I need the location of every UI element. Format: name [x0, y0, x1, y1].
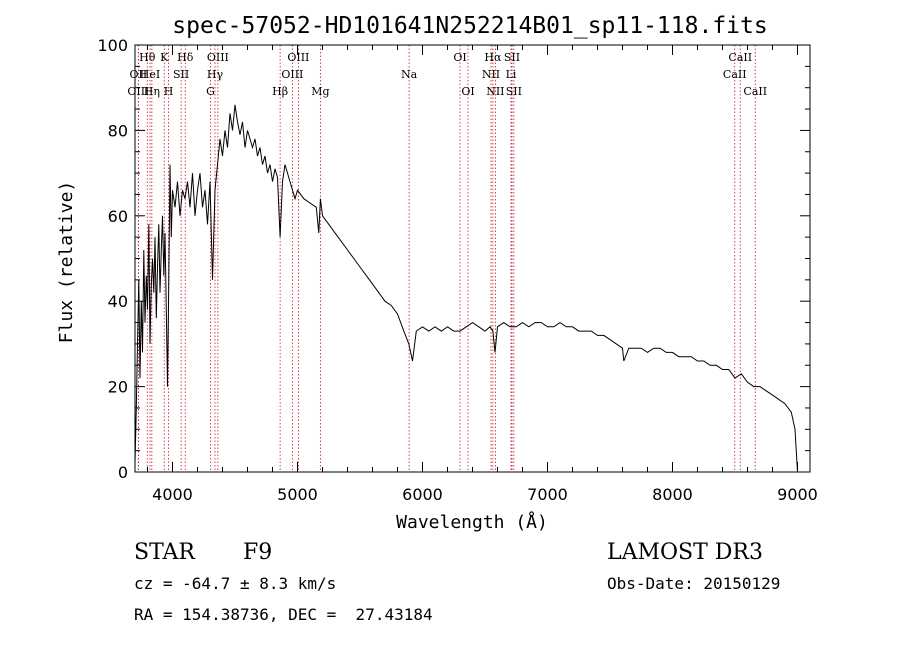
x-axis-label: Wavelength (Å) [396, 511, 548, 533]
y-tick-label: 100 [97, 36, 128, 55]
spectral-line-label: SII [506, 85, 522, 98]
coordinates-readout: RA = 154.38736, DEC = 27.43184 [134, 605, 433, 624]
spectral-line-label: Hδ [177, 51, 194, 64]
spectral-line-label: HeI [140, 68, 160, 81]
spectrum-chart: spec-57052-HD101641N252214B01_sp11-118.f… [56, 13, 818, 533]
spectral-line-label: Na [401, 68, 418, 81]
x-axis-ticks: 4000 5000 6000 7000 8000 9000 [147, 45, 818, 504]
spectral-line-markers [137, 45, 756, 472]
spectral-line-label: NII [482, 68, 500, 81]
spectral-line-label: Mg [311, 85, 329, 98]
spectral-line-label: OI [461, 85, 474, 98]
spectral-line-label: OIII [127, 85, 149, 98]
x-tick-label: 9000 [777, 485, 818, 504]
spectral-line-label: OII [130, 68, 148, 81]
y-axis-ticks: 0 20 40 60 80 100 [97, 36, 810, 482]
spectral-line-label: OIII [287, 51, 309, 64]
spectral-line-label: CaII [728, 51, 752, 64]
spectral-subclass: F9 [243, 540, 273, 565]
y-tick-label: 0 [118, 463, 128, 482]
spectral-line-label: Li [506, 68, 517, 81]
spectral-line-label: OIII [207, 51, 229, 64]
spectral-line-label: K [160, 51, 169, 64]
x-tick-label: 8000 [652, 485, 693, 504]
spectral-line-label: Hγ [207, 68, 224, 81]
y-tick-label: 60 [108, 207, 128, 226]
x-tick-label: 5000 [277, 485, 318, 504]
y-axis-label: Flux (relative) [56, 181, 77, 344]
spectrum-line [134, 104, 798, 473]
spectral-line-label: CaII [743, 85, 767, 98]
x-tick-label: 7000 [527, 485, 568, 504]
spectral-line-label: H [164, 85, 174, 98]
spectral-line-label: Hθ [139, 51, 156, 64]
x-tick-label: 4000 [152, 485, 193, 504]
chart-title: spec-57052-HD101641N252214B01_sp11-118.f… [172, 13, 767, 39]
spectral-line-label: SII [504, 51, 520, 64]
spectral-line-label: G [206, 85, 215, 98]
object-type: STAR [134, 540, 195, 565]
spectral-line-label: OIII [281, 68, 303, 81]
y-tick-label: 40 [108, 292, 128, 311]
spectral-line-label: OI [453, 51, 466, 64]
velocity-readout: cz = -64.7 ± 8.3 km/s [134, 574, 337, 593]
spectral-line-label: Hα [484, 51, 502, 64]
spectral-line-label: CaII [723, 68, 747, 81]
y-tick-label: 20 [108, 378, 128, 397]
spectral-line-label: Hη [144, 85, 160, 98]
survey-name: LAMOST DR3 [607, 540, 763, 565]
plot-frame [134, 44, 811, 473]
observation-date: Obs-Date: 20150129 [607, 574, 781, 593]
spectral-line-label: SII [173, 68, 189, 81]
spectral-line-label: Hβ [272, 85, 288, 98]
spectral-line-label: NII [486, 85, 504, 98]
y-tick-label: 80 [108, 121, 128, 140]
x-tick-label: 6000 [402, 485, 443, 504]
